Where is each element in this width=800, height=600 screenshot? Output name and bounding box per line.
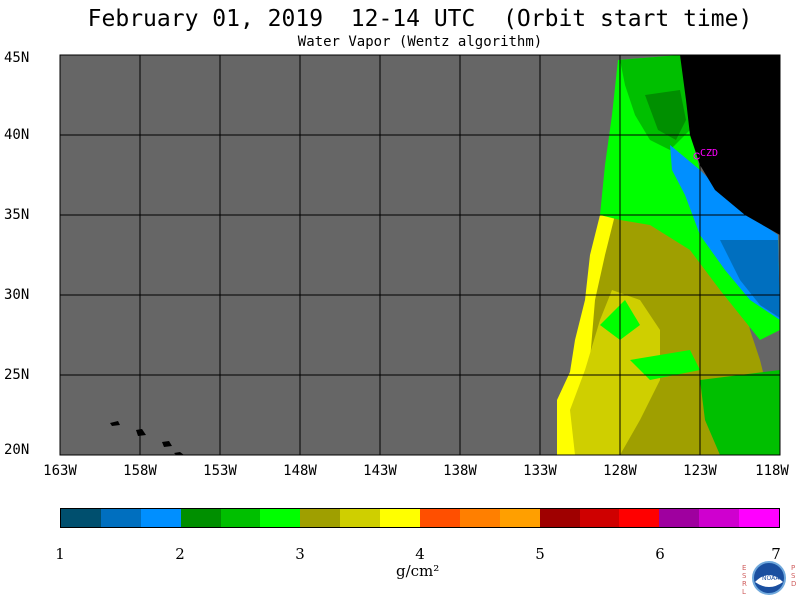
svg-text:P: P	[791, 564, 795, 572]
colorbar	[60, 508, 780, 528]
lon-label-143w: 143W	[363, 463, 397, 479]
lat-label-20n: 20N	[4, 442, 30, 458]
colorbar-swatch-12	[539, 509, 580, 527]
colorbar-tick-4: 4	[415, 545, 425, 563]
svg-text:S: S	[742, 572, 747, 580]
island-3	[162, 441, 172, 447]
lon-label-163w: 163W	[43, 463, 77, 479]
lat-label-45n: 45N	[4, 50, 30, 66]
colorbar-swatch-3	[180, 509, 221, 527]
island-2	[136, 429, 146, 436]
colorbar-swatch-4	[220, 509, 261, 527]
svg-text:E: E	[742, 564, 746, 572]
svg-text:S: S	[791, 572, 796, 580]
colorbar-swatch-11	[499, 509, 540, 527]
colorbar-swatch-14	[619, 509, 660, 527]
colorbar-tick-6: 6	[655, 545, 665, 563]
page-subtitle: Water Vapor (Wentz algorithm)	[297, 34, 543, 50]
lat-label-40n: 40N	[4, 127, 30, 143]
colorbar-swatch-5	[260, 509, 301, 527]
colorbar-swatch-6	[300, 509, 341, 527]
svg-text:L: L	[742, 588, 746, 596]
colorbar-swatch-9	[420, 509, 460, 527]
grid-lines	[59, 54, 781, 456]
swath-olive-light	[570, 290, 660, 455]
lon-label-148w: 148W	[283, 463, 317, 479]
lon-label-123w: 123W	[683, 463, 717, 479]
lon-label-138w: 138W	[443, 463, 477, 479]
swath-green-patch-2	[630, 350, 700, 380]
island-1	[110, 421, 120, 426]
colorbar-swatch-17	[739, 509, 780, 527]
colorbar-swatch-0	[61, 509, 101, 527]
svg-text:NOAA: NOAA	[762, 575, 780, 582]
noaa-logo: E S R L NOAA P S D	[742, 561, 796, 596]
colorbar-swatch-10	[459, 509, 500, 527]
swath-green-3	[645, 90, 686, 140]
swath-green-south	[700, 370, 780, 455]
lon-label-118w: 118W	[755, 463, 789, 479]
svg-text:D: D	[791, 580, 796, 588]
station-label: CZD	[700, 148, 718, 159]
svg-text:R: R	[742, 580, 747, 588]
island-4	[174, 452, 184, 455]
colorbar-tick-2: 2	[175, 545, 185, 563]
colorbar-swatch-15	[659, 509, 700, 527]
water-vapor-map: CZD	[59, 54, 781, 456]
lon-label-128w: 128W	[603, 463, 637, 479]
lon-label-158w: 158W	[123, 463, 157, 479]
lat-label-30n: 30N	[4, 287, 30, 303]
land-california	[680, 55, 780, 235]
lat-label-35n: 35N	[4, 207, 30, 223]
lon-label-153w: 153W	[203, 463, 237, 479]
colorbar-tick-5: 5	[535, 545, 545, 563]
colorbar-swatch-16	[699, 509, 740, 527]
lon-label-133w: 133W	[523, 463, 557, 479]
colorbar-tick-7: 7	[771, 545, 781, 563]
colorbar-swatch-7	[340, 509, 381, 527]
colorbar-swatch-1	[100, 509, 141, 527]
page-title: February 01, 2019 12-14 UTC (Orbit start…	[87, 6, 753, 32]
colorbar-swatch-8	[380, 509, 421, 527]
colorbar-tick-3: 3	[295, 545, 305, 563]
swath-blue-dark	[720, 240, 780, 318]
colorbar-tick-1: 1	[55, 545, 65, 563]
colorbar-unit: g/cm²	[396, 562, 440, 580]
colorbar-swatch-2	[140, 509, 181, 527]
colorbar-swatch-13	[579, 509, 620, 527]
lat-label-25n: 25N	[4, 367, 30, 383]
